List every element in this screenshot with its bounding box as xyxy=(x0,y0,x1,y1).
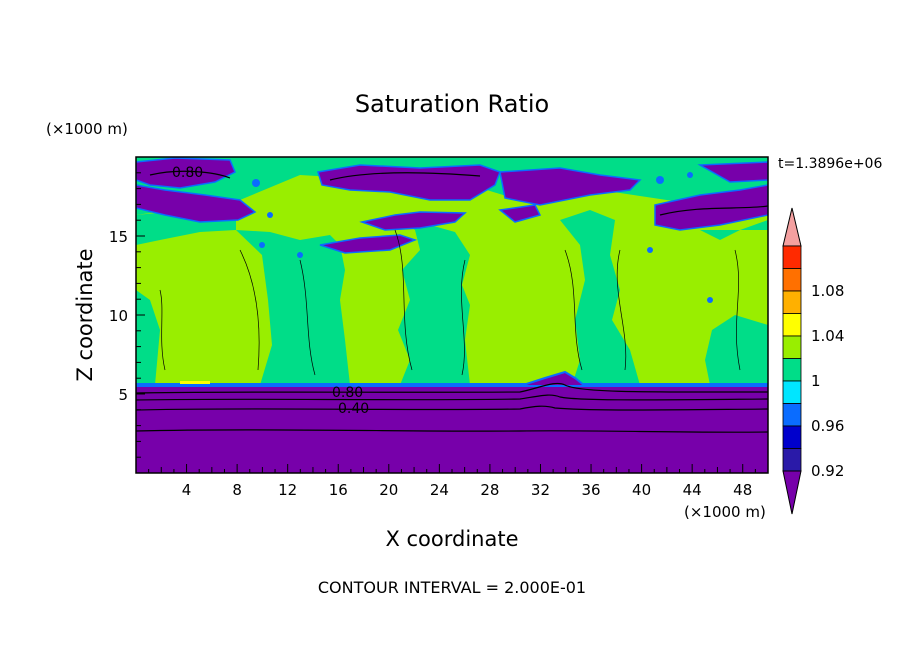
x-tick-label: 20 xyxy=(379,481,398,499)
x-axis: 4 8 12 16 20 24 28 32 36 40 44 48 xyxy=(148,464,756,499)
colorbar-tick-label: 0.92 xyxy=(811,462,844,480)
y-unit-label: (×1000 m) xyxy=(46,120,128,138)
x-tick-label: 48 xyxy=(733,481,752,499)
contour-label-0.80: 0.80 xyxy=(332,385,363,401)
x-tick-label: 28 xyxy=(480,481,499,499)
colorbar-band xyxy=(782,335,802,359)
x-tick-label: 32 xyxy=(531,481,550,499)
x-tick-label: 44 xyxy=(683,481,702,499)
contour-lines xyxy=(136,170,768,433)
x-tick-label: 24 xyxy=(430,481,449,499)
contour-label-0.40: 0.40 xyxy=(338,401,369,417)
x-tick-label: 40 xyxy=(632,481,651,499)
colorbar-bottom-arrow xyxy=(782,470,802,515)
x-tick-label: 16 xyxy=(329,481,348,499)
colorbar-tick-label: 1.04 xyxy=(811,327,844,345)
upper-dry-patches xyxy=(136,157,768,254)
x-axis-label: X coordinate xyxy=(385,527,518,551)
time-label: t=1.3896e+06 xyxy=(778,156,882,172)
colorbar-band xyxy=(782,448,802,472)
chart-title: Saturation Ratio xyxy=(355,90,549,118)
colorbar-band xyxy=(782,290,802,314)
colorbar-tick-label: 1 xyxy=(811,372,821,390)
y-axis-label: Z coordinate xyxy=(73,248,97,381)
hill-bump xyxy=(519,370,588,387)
colorbar-band xyxy=(782,380,802,404)
x-tick-label: 8 xyxy=(232,481,242,499)
colorbar: 0.92 0.96 1 1.04 1.08 xyxy=(782,207,844,515)
colorbar-band xyxy=(782,245,802,269)
y-axis: 5 10 15 xyxy=(109,172,145,458)
plot-area: 0.80 0.80 0.40 xyxy=(136,157,768,473)
colorbar-tick-label: 0.96 xyxy=(811,417,844,435)
x-tick-label: 36 xyxy=(581,481,600,499)
yellow-patch xyxy=(180,381,210,384)
x-tick-label: 12 xyxy=(278,481,297,499)
x-tick-label: 4 xyxy=(182,481,192,499)
y-tick-label: 15 xyxy=(109,228,128,246)
colorbar-band xyxy=(782,425,802,449)
y-tick-label: 5 xyxy=(118,386,128,404)
contour-label-upper: 0.80 xyxy=(172,165,203,181)
colorbar-top-arrow xyxy=(782,207,802,247)
blue-blobs xyxy=(252,172,713,303)
stable-layer-top-edge xyxy=(136,383,768,387)
colorbar-band xyxy=(782,268,802,292)
colorbar-band xyxy=(782,403,802,427)
colorbar-band xyxy=(782,358,802,382)
colorbar-band xyxy=(782,313,802,337)
x-unit-label: (×1000 m) xyxy=(684,503,766,521)
contour-interval-label: CONTOUR INTERVAL = 2.000E-01 xyxy=(318,578,586,597)
colorbar-tick-label: 1.08 xyxy=(811,282,844,300)
y-tick-label: 10 xyxy=(109,307,128,325)
near-saturation-bands xyxy=(136,157,768,385)
